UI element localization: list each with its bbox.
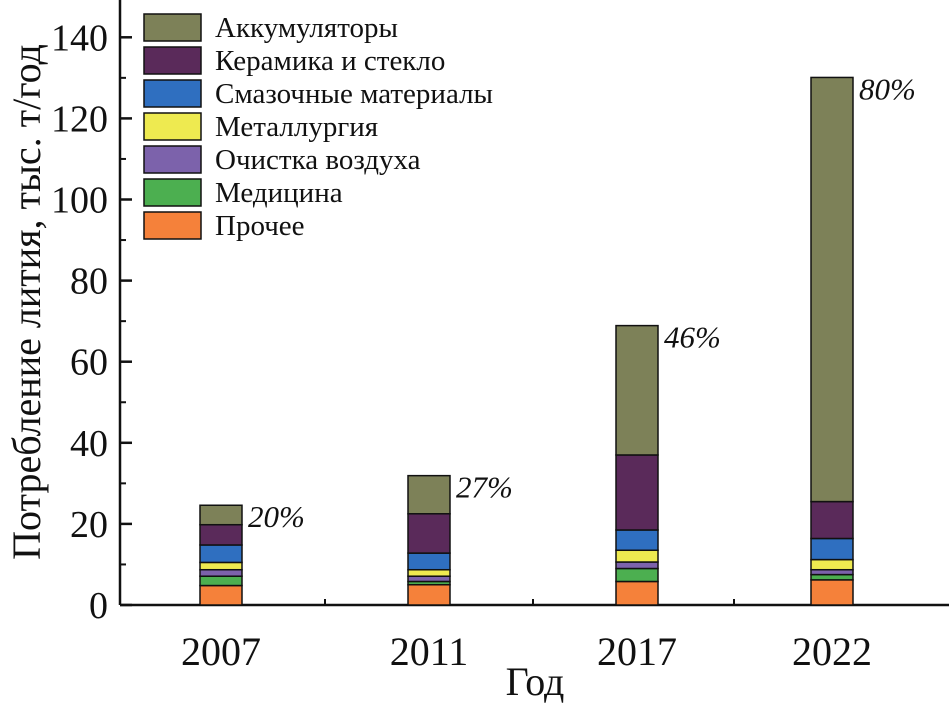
percent-label: 20% [248, 499, 305, 534]
bar-segment [199, 584, 243, 606]
bar-segment [615, 454, 659, 531]
stacked-bars [199, 76, 854, 606]
bar-segment [407, 568, 451, 577]
bar-segment [615, 529, 659, 552]
legend-label: Смазочные материалы [215, 78, 493, 110]
y-tick-label: 20 [70, 504, 108, 546]
y-tick-label: 80 [70, 261, 108, 303]
bar-segment [407, 513, 451, 554]
bar-segment [810, 573, 854, 581]
y-tick-label: 100 [51, 180, 108, 222]
bar-segment [615, 580, 659, 606]
bar-segment [615, 567, 659, 583]
y-tick-label: 60 [70, 342, 108, 384]
bar-segment [199, 561, 243, 571]
x-tick-label: 2007 [181, 629, 261, 674]
x-axis-title: Год [506, 659, 565, 704]
x-tick-label: 2022 [792, 629, 872, 674]
bar-segment [199, 523, 243, 546]
percent-label: 46% [664, 320, 721, 355]
percent-annotations: 20% 27% 46% 80% [248, 71, 916, 534]
bar-segment [199, 504, 243, 526]
bar-segment [615, 561, 659, 570]
y-tick-label: 40 [70, 423, 108, 465]
legend-label: Керамика и стекло [215, 45, 445, 77]
legend-label: Металлургия [215, 111, 378, 143]
legend-label: Очистка воздуха [215, 144, 421, 176]
percent-label: 27% [456, 470, 513, 505]
legend-swatch [143, 211, 202, 240]
legend-label: Прочее [215, 210, 305, 242]
legend-swatch [143, 145, 202, 174]
legend-swatch [143, 13, 202, 42]
legend-swatch [143, 178, 202, 207]
y-axis-title: Потребление лития, тыс. т/год [4, 44, 49, 560]
bar-segment [199, 544, 243, 564]
bar-segment [810, 500, 854, 540]
bar-segment [407, 552, 451, 571]
legend-swatch [143, 46, 202, 75]
legend-label: Аккумуляторы [215, 12, 398, 44]
bar-segment [810, 76, 854, 503]
x-tick-label: 2011 [390, 629, 469, 674]
bar-segment [810, 579, 854, 606]
axes: 0 20 40 60 80 100 120 140 2007 2011 2017 2022 [51, 0, 949, 674]
x-tick-label: 2017 [597, 629, 677, 674]
bar-segment [407, 474, 451, 515]
legend-swatch [143, 112, 202, 141]
bar-segment [407, 575, 451, 583]
percent-label: 80% [859, 71, 916, 106]
bar-segment [810, 558, 854, 571]
legend-swatch [143, 79, 202, 108]
bar-segment [810, 537, 854, 561]
bar-segment [199, 568, 243, 577]
bar-segment [407, 583, 451, 606]
bar-segment [199, 575, 243, 587]
y-tick-label: 120 [51, 98, 108, 140]
y-tick-label: 0 [89, 585, 108, 627]
legend-label: Медицина [215, 177, 343, 209]
bar-segment [615, 324, 659, 456]
bar-segment [615, 549, 659, 563]
y-tick-label: 140 [51, 17, 108, 59]
